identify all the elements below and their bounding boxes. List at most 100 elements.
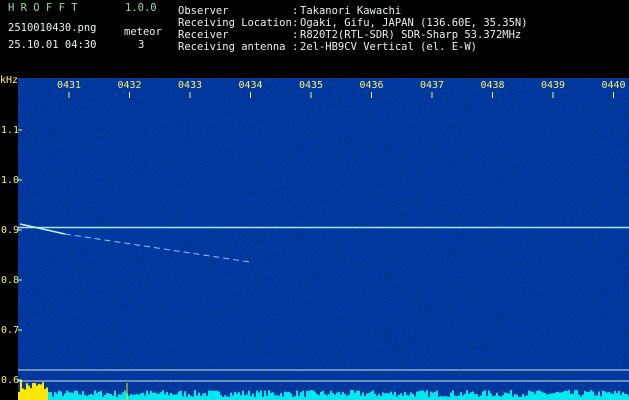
level-bar xyxy=(444,396,446,400)
level-bar xyxy=(146,390,148,400)
freq-label: 1.1 xyxy=(1,125,19,136)
time-label: 0437 xyxy=(420,80,444,91)
level-bar xyxy=(358,390,360,400)
separator: : xyxy=(292,41,298,53)
level-bar xyxy=(272,392,274,400)
level-bar xyxy=(610,393,612,400)
freq-label: 0.8 xyxy=(1,275,19,286)
level-bar xyxy=(214,390,216,400)
time-label: 0434 xyxy=(238,80,262,91)
level-bar xyxy=(178,391,180,400)
level-bar xyxy=(208,390,210,400)
level-bar xyxy=(172,394,174,400)
level-bar xyxy=(152,392,154,400)
level-bar xyxy=(256,390,258,400)
level-bar xyxy=(140,393,142,400)
level-bar xyxy=(436,390,438,400)
station-value: 2el-HB9CV Vertical (el. E-W) xyxy=(300,41,477,53)
station-value: Ogaki, Gifu, JAPAN (136.60E, 35.35N) xyxy=(300,17,528,29)
level-bar xyxy=(82,391,84,400)
level-bar xyxy=(488,390,490,400)
level-bar xyxy=(374,393,376,400)
level-bar xyxy=(30,388,32,400)
level-bar xyxy=(370,391,372,400)
level-bar xyxy=(608,392,610,400)
level-bar xyxy=(36,385,38,400)
level-bar xyxy=(452,390,454,400)
timestamp: 25.10.01 04:30 xyxy=(8,39,97,51)
level-bar xyxy=(282,396,284,400)
level-bar xyxy=(390,391,392,400)
station-label: Receiving antenna xyxy=(178,41,285,53)
version: 1.0.0 xyxy=(125,2,157,14)
level-bar xyxy=(544,392,546,400)
level-bar xyxy=(516,394,518,400)
level-bar xyxy=(136,394,138,400)
level-bar xyxy=(270,393,272,400)
level-bar xyxy=(258,392,260,400)
level-bar xyxy=(158,393,160,400)
level-bar xyxy=(502,395,504,400)
level-bar xyxy=(314,391,316,400)
unit-label: kHz xyxy=(0,75,18,86)
level-bar xyxy=(580,396,582,400)
level-bar xyxy=(230,392,232,400)
level-bar xyxy=(532,391,534,400)
level-bar xyxy=(626,394,628,400)
level-bar xyxy=(134,394,136,400)
time-label: 0433 xyxy=(178,80,202,91)
level-bar xyxy=(164,394,166,400)
level-bar xyxy=(70,392,72,400)
level-bar xyxy=(550,393,552,400)
level-bar xyxy=(184,391,186,400)
level-bar xyxy=(508,393,510,400)
level-bar xyxy=(154,392,156,400)
level-bar xyxy=(362,392,364,400)
level-bar xyxy=(336,392,338,400)
level-bar xyxy=(138,394,140,400)
separator: : xyxy=(292,5,298,17)
level-bar xyxy=(318,395,320,400)
level-bar xyxy=(594,395,596,400)
level-bar xyxy=(344,394,346,400)
level-bar xyxy=(326,395,328,400)
level-bar xyxy=(278,395,280,400)
level-bar xyxy=(576,390,578,400)
level-bar xyxy=(86,395,88,400)
count-label: meteor xyxy=(124,26,162,38)
level-bar xyxy=(244,395,246,400)
level-bar xyxy=(560,392,562,400)
level-bar xyxy=(106,393,108,400)
station-label: Receiving Location xyxy=(178,17,292,29)
level-bar xyxy=(162,390,164,400)
level-bar xyxy=(596,395,598,400)
file-name: 2510010430.png xyxy=(8,22,97,34)
level-bar xyxy=(68,392,70,400)
level-bar xyxy=(210,390,212,400)
level-bar xyxy=(400,393,402,400)
level-bar xyxy=(160,392,162,400)
level-bar xyxy=(226,396,228,400)
level-bar xyxy=(84,394,86,400)
freq-label: 0.7 xyxy=(1,325,19,336)
level-bar xyxy=(468,394,470,400)
time-label: 0438 xyxy=(480,80,504,91)
level-bar xyxy=(474,394,476,400)
level-bar xyxy=(540,391,542,400)
level-bar xyxy=(500,396,502,400)
level-bar xyxy=(290,393,292,400)
level-bar xyxy=(220,395,222,400)
level-bar xyxy=(112,395,114,400)
level-bar xyxy=(22,388,24,400)
level-bar xyxy=(470,392,472,400)
level-bar xyxy=(142,392,144,400)
level-bar xyxy=(192,396,194,400)
level-bar xyxy=(568,390,570,400)
level-bar xyxy=(166,392,168,400)
level-bar xyxy=(174,394,176,400)
level-bar xyxy=(352,390,354,400)
level-bar xyxy=(548,394,550,400)
level-bar xyxy=(54,392,56,400)
level-bar xyxy=(114,390,116,400)
